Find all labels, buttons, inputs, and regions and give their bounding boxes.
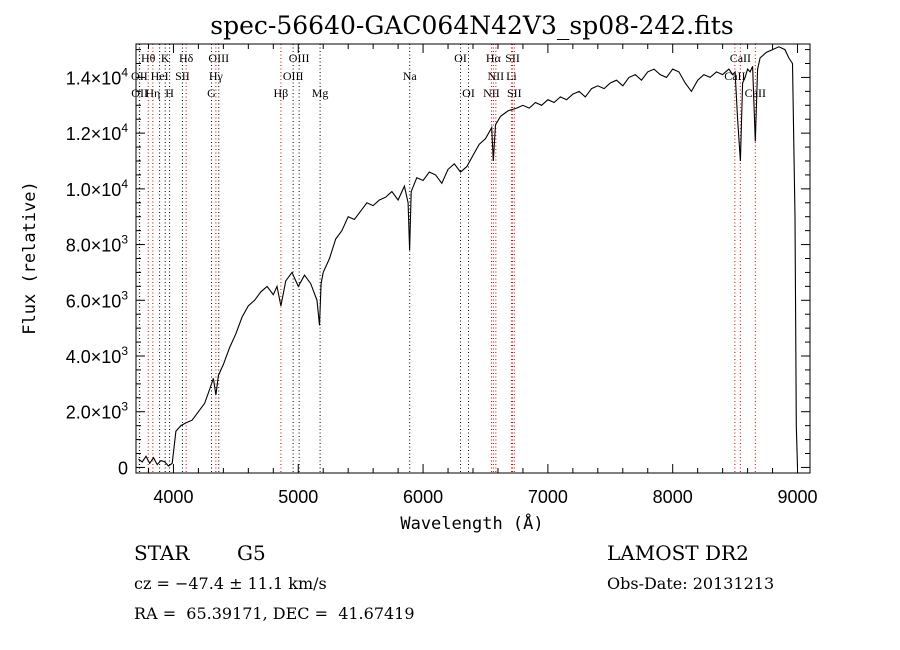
- line-label-7: SII: [505, 51, 520, 65]
- line-label-18: OII: [131, 86, 148, 100]
- line-label-0: Hθ: [141, 51, 156, 65]
- plot-frame: [135, 43, 811, 474]
- line-label-14: Na: [403, 69, 418, 83]
- y-axis-label: Flux (relative): [20, 181, 40, 335]
- line-label-27: CaII: [745, 86, 766, 100]
- line-label-15: NII: [488, 69, 505, 83]
- line-label-12: Hγ: [209, 69, 224, 83]
- x-tick-label-2: 6000: [403, 487, 443, 507]
- y-tick-label-6: 1.2×104: [66, 121, 129, 144]
- line-label-17: CaII: [724, 69, 745, 83]
- x-tick-label-4: 8000: [653, 487, 693, 507]
- y-tick-label-3: 6.0×103: [66, 288, 129, 311]
- line-label-3: OIII: [208, 51, 229, 65]
- line-label-1: K: [161, 51, 170, 65]
- y-tick-label-1: 2.0×103: [66, 400, 129, 423]
- coordinates: RA = 65.39171, DEC = 41.67419: [134, 604, 415, 623]
- line-label-9: OII: [131, 69, 148, 83]
- y-tick-label-5: 1.0×104: [66, 177, 129, 200]
- line-label-8: CaII: [730, 51, 751, 65]
- spectrum-curve: [138, 46, 799, 468]
- line-label-19: Hη: [145, 86, 160, 100]
- y-tick-label-4: 8.0×103: [66, 233, 129, 256]
- line-label-21: G: [207, 86, 216, 100]
- line-label-23: Mg: [312, 86, 329, 100]
- object-class: STAR: [134, 541, 190, 565]
- object-subclass: G5: [237, 541, 266, 565]
- line-label-20: H: [165, 86, 174, 100]
- y-tick-label-0: 0: [118, 458, 128, 478]
- x-tick-label-1: 5000: [278, 487, 318, 507]
- axis-ticks: 4000 5000 6000 7000 8000 9000 0 2.0×103 4.0×103 6…: [66, 44, 818, 507]
- y-tick-label-2: 4.0×103: [66, 344, 129, 367]
- line-label-16: Li: [506, 69, 517, 83]
- line-label-5: OI: [454, 51, 467, 65]
- survey-name: LAMOST DR2: [607, 541, 749, 565]
- line-label-22: Hβ: [274, 86, 289, 100]
- line-label-6: Hα: [486, 51, 502, 65]
- line-label-13: OIII: [283, 69, 304, 83]
- y-tick-label-7: 1.4×104: [66, 65, 129, 88]
- line-label-2: Hδ: [179, 51, 194, 65]
- line-label-24: OI: [462, 86, 475, 100]
- line-label-25: NII: [483, 86, 500, 100]
- line-label-10: HeI: [151, 69, 169, 83]
- line-label-26: SII: [507, 86, 522, 100]
- x-tick-label-0: 4000: [153, 487, 193, 507]
- redshift-velocity: cz = −47.4 ± 11.1 km/s: [134, 574, 327, 593]
- line-label-11: SII: [175, 69, 190, 83]
- spectral-line-markers: [138, 44, 756, 473]
- line-label-4: OIII: [289, 51, 310, 65]
- x-axis-label: Wavelength (Å): [400, 512, 543, 534]
- x-tick-label-5: 9000: [777, 487, 817, 507]
- x-tick-label-3: 7000: [528, 487, 568, 507]
- observation-date: Obs-Date: 20131213: [607, 574, 775, 593]
- chart-title: spec-56640-GAC064N42V3_sp08-242.fits: [210, 11, 733, 40]
